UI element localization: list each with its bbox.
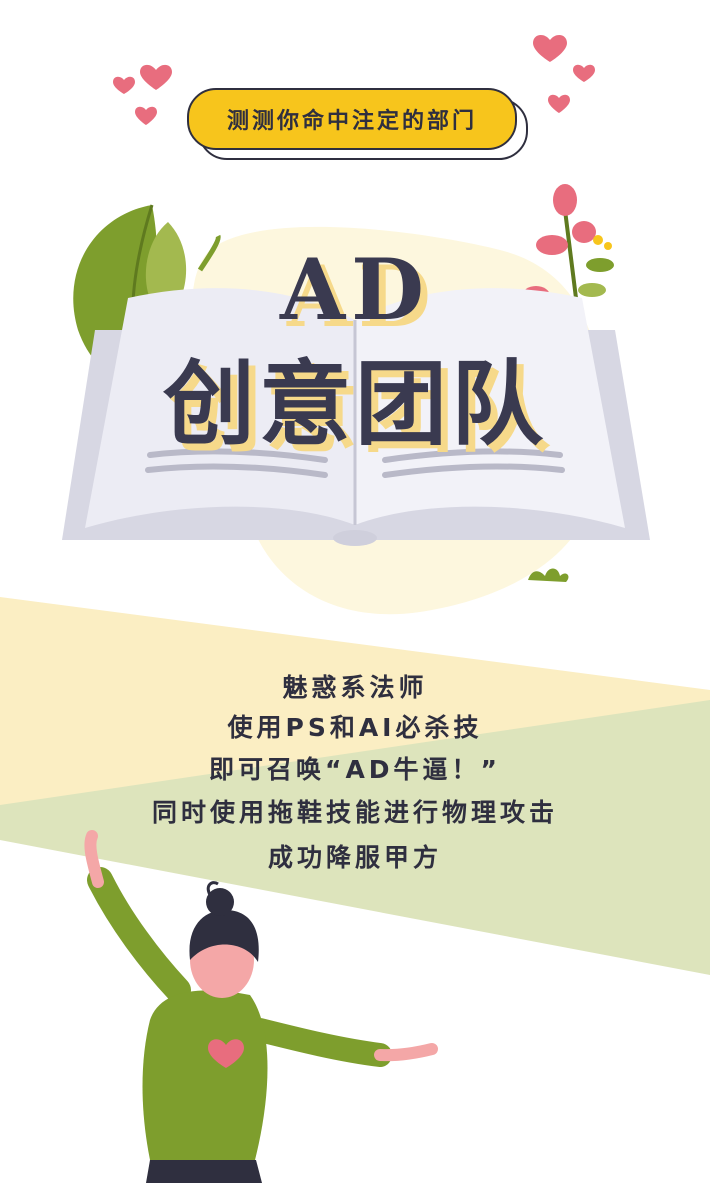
book-spine: [333, 530, 377, 546]
person-hair-bun: [206, 888, 234, 916]
person-arm-left: [87, 867, 191, 1003]
leaf-icon: [586, 258, 614, 272]
heart-icon: [113, 76, 135, 94]
person-hand-left: [84, 830, 104, 888]
heart-icon: [573, 64, 595, 82]
heart-icon: [208, 1039, 244, 1068]
description-line: 成功降服甲方: [267, 843, 442, 872]
person-hair: [189, 910, 259, 962]
person-skirt: [146, 1160, 262, 1183]
person-arm-right: [248, 1018, 392, 1067]
heart-icon: [135, 106, 157, 125]
heart-icon: [533, 34, 567, 62]
description-line: 同时使用拖鞋技能进行物理攻击: [151, 798, 558, 827]
flower-petal: [536, 235, 568, 255]
title-cn: 创意团队: [162, 350, 547, 458]
flower-petal: [553, 184, 577, 216]
person-hand-right: [374, 1043, 438, 1062]
description-line: 使用PS和AI必杀技: [227, 713, 483, 742]
grass-icon: [528, 568, 569, 582]
description-line: 即可召唤“AD牛逼！”: [209, 755, 501, 784]
leaf-icon: [578, 283, 606, 297]
person-torso: [142, 990, 268, 1160]
heart-icon: [140, 64, 172, 90]
description-line: 魅惑系法师: [282, 673, 428, 702]
title-en: AD: [279, 240, 431, 339]
flower-petal: [572, 221, 596, 243]
heart-icon: [548, 94, 570, 113]
stripe-green: [0, 700, 710, 975]
header-tag: 测测你命中注定的部门: [187, 88, 517, 150]
